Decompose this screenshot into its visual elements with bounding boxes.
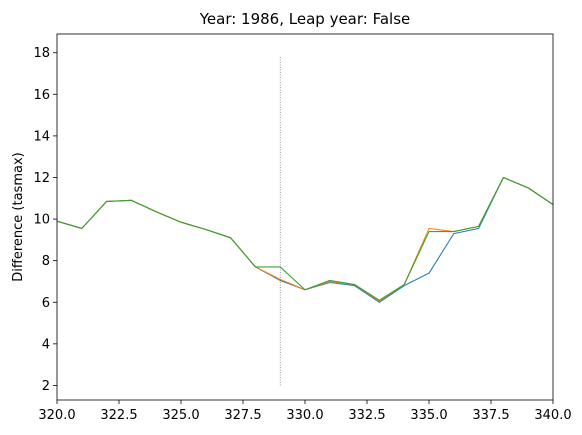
series-layer bbox=[57, 176, 553, 303]
y-tick-label: 2 bbox=[42, 379, 50, 394]
y-tick-label: 6 bbox=[42, 296, 50, 311]
x-tick-label: 322.5 bbox=[100, 408, 137, 423]
y-tick-label: 16 bbox=[33, 88, 50, 103]
y-tick-label: 14 bbox=[33, 129, 50, 144]
x-tick-label: 327.5 bbox=[224, 408, 261, 423]
x-tick-label: 335.0 bbox=[410, 408, 447, 423]
series-line-3 bbox=[57, 176, 553, 301]
x-tick-label: 320.0 bbox=[38, 408, 75, 423]
plot-frame bbox=[56, 33, 554, 401]
y-tick-label: 10 bbox=[33, 213, 50, 228]
x-tick-label: 332.5 bbox=[348, 408, 385, 423]
series-line-2 bbox=[57, 176, 553, 302]
y-tick-label: 8 bbox=[42, 254, 50, 269]
y-tick-label: 18 bbox=[33, 46, 50, 61]
y-axis-label: Difference (tasmax) bbox=[11, 152, 26, 281]
x-tick-label: 330.0 bbox=[286, 408, 323, 423]
series-line-1 bbox=[57, 176, 553, 303]
x-tick-label: 340.0 bbox=[534, 408, 571, 423]
y-tick-label: 12 bbox=[33, 171, 50, 186]
y-tick-label: 4 bbox=[42, 337, 50, 352]
y-axis: 2 4 6 8 10 12 14 16 18 bbox=[33, 46, 57, 394]
chart-title: Year: 1986, Leap year: False bbox=[199, 10, 411, 28]
x-axis: 320.0 322.5 325.0 327.5 330.0 332.5 335.0 337.5… bbox=[38, 400, 572, 423]
x-tick-label: 337.5 bbox=[472, 408, 509, 423]
x-tick-label: 325.0 bbox=[162, 408, 199, 423]
